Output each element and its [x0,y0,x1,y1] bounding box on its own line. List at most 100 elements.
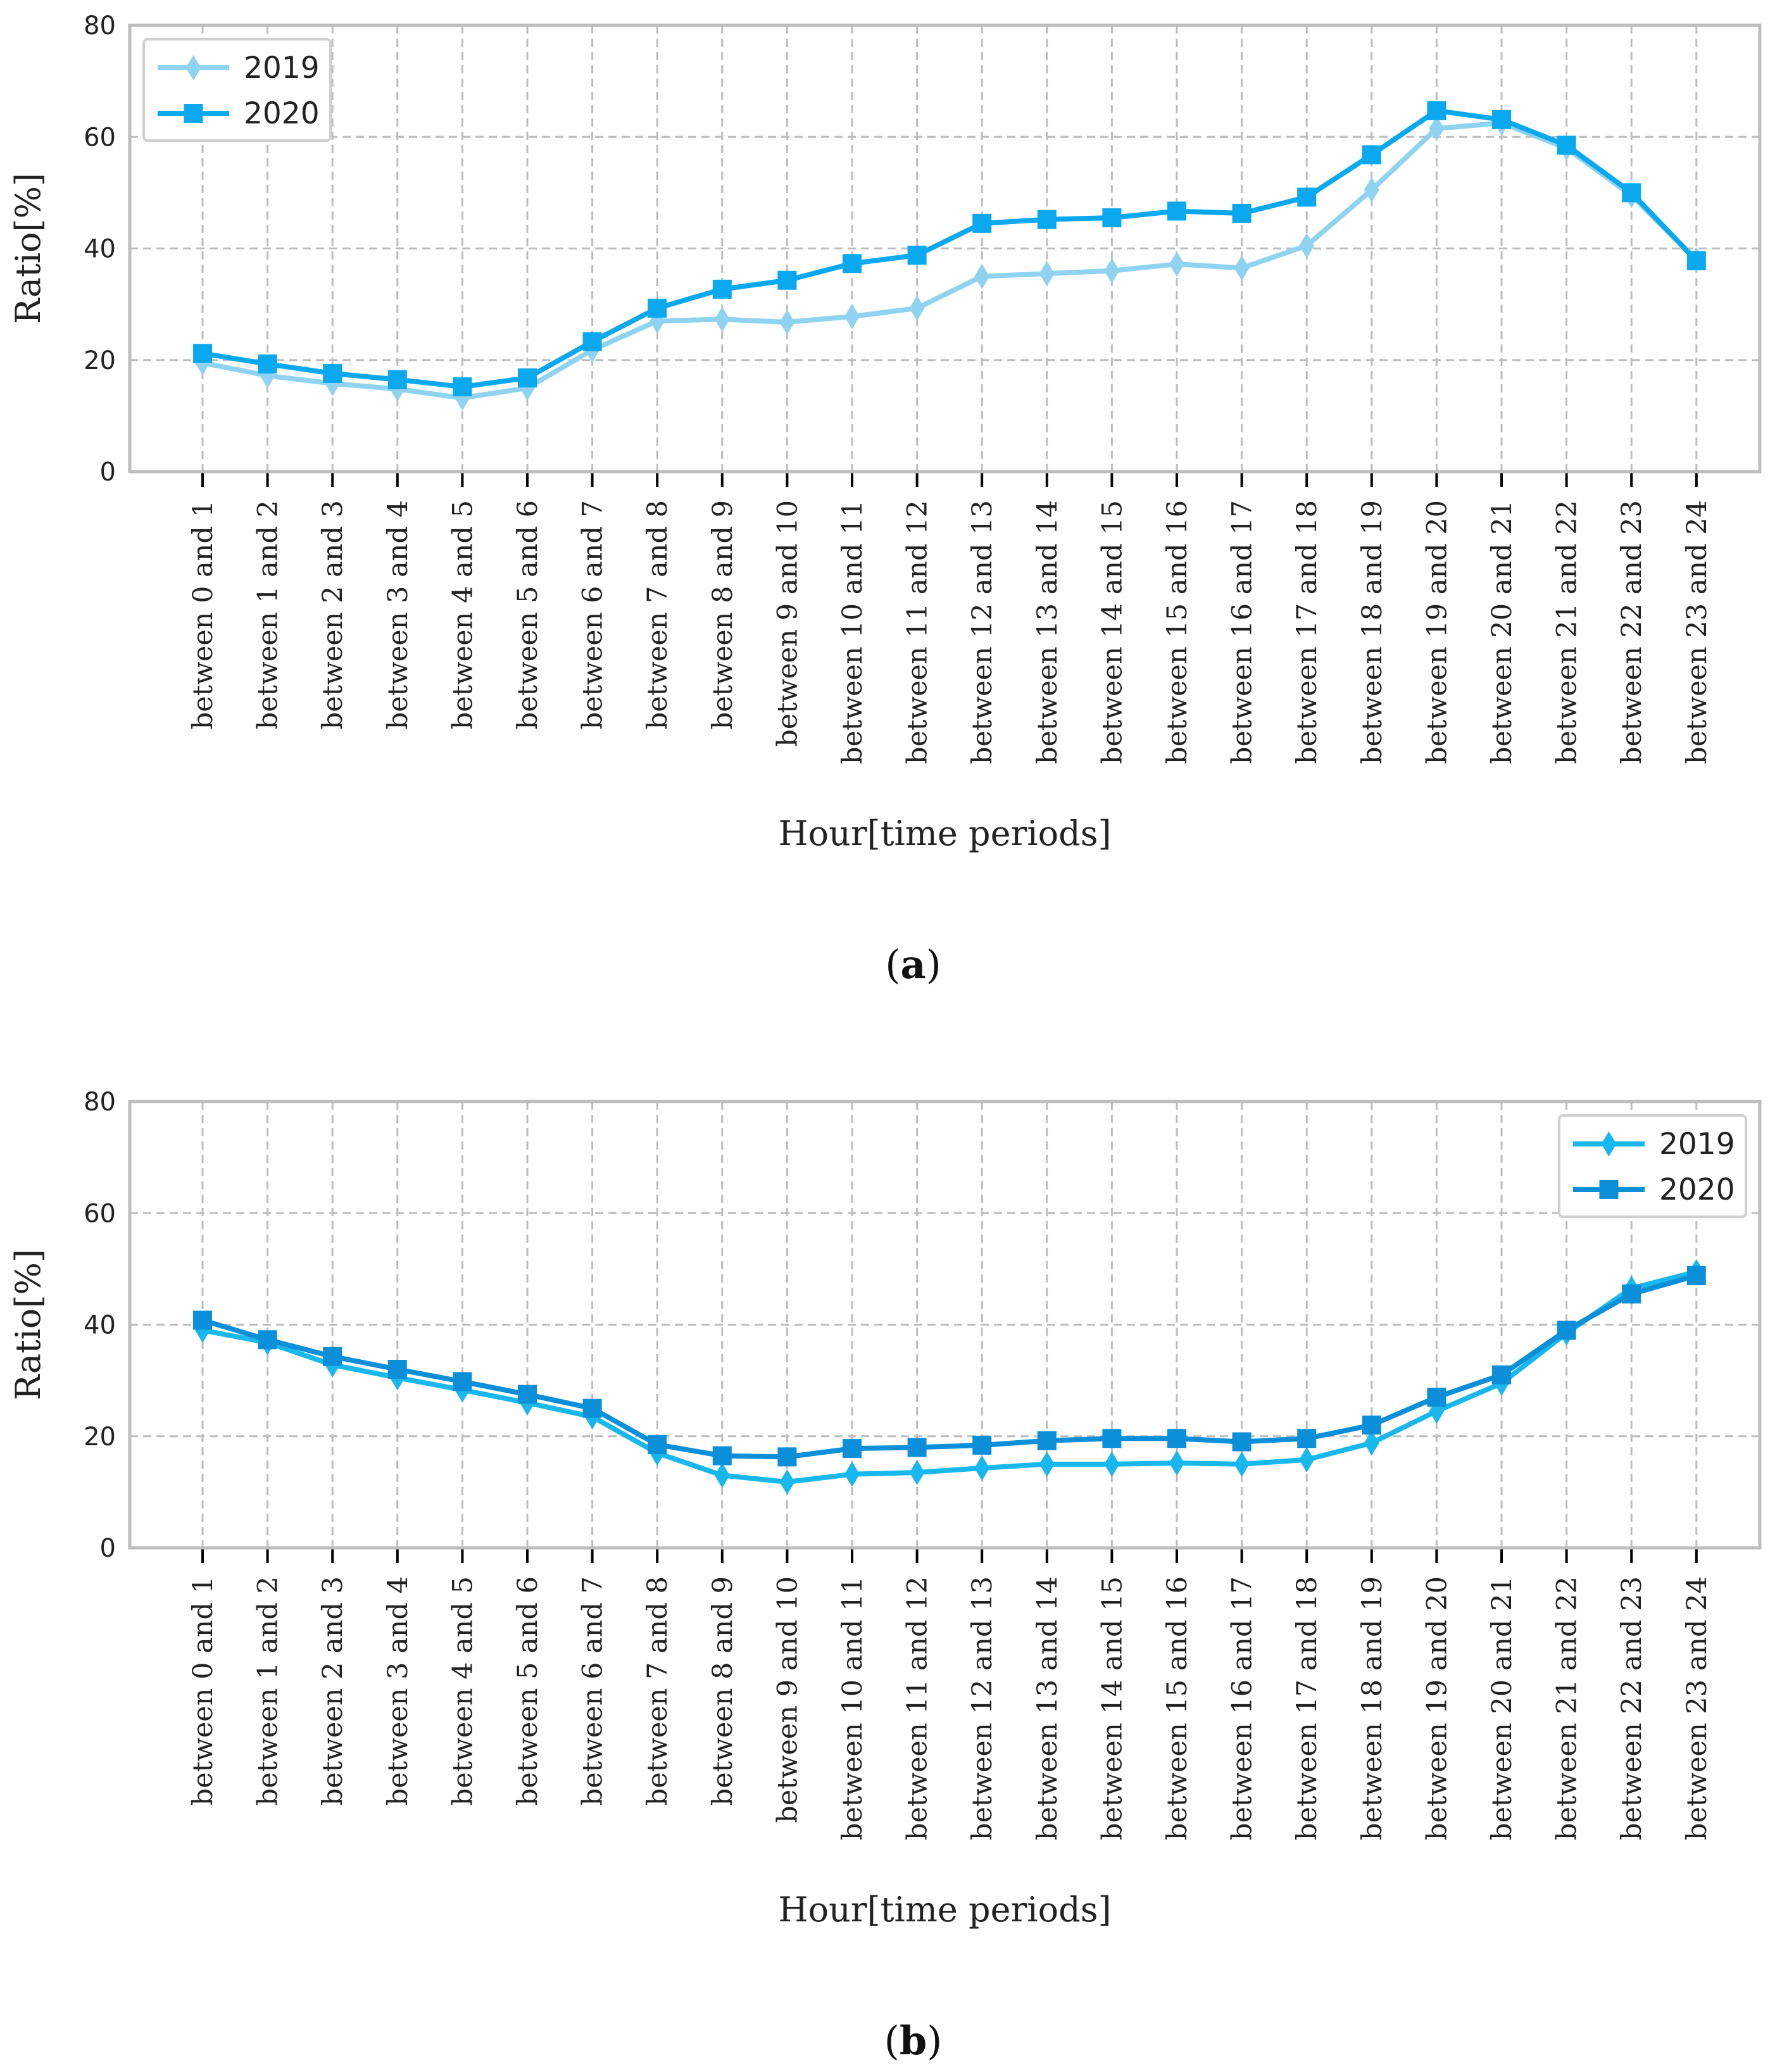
x-axis-label: Hour[time periods] [778,813,1111,853]
legend-label-2020: 2020 [244,96,320,131]
y-tick-label: 80 [84,11,116,41]
data-point-2020 [258,354,277,374]
data-point-2020 [1232,1432,1252,1452]
legend: 2019 2020 [1558,1114,1747,1218]
x-tick-label: between 22 and 23 [1616,1576,1648,1840]
x-tick-label: between 8 and 9 [707,1576,739,1805]
x-tick-label: between 11 and 12 [902,500,934,764]
legend-label-2019: 2019 [1659,1127,1735,1162]
data-point-2019 [1429,116,1445,142]
data-point-2020 [1297,1429,1317,1448]
x-tick-label: between 9 and 10 [772,1576,803,1823]
x-tick-label: between 2 and 3 [317,500,349,729]
x-tick-label: between 5 and 6 [512,500,544,729]
y-tick-label: 0 [100,1534,116,1563]
x-tick-label: between 8 and 9 [707,500,739,729]
y-tick-label: 0 [100,458,116,487]
data-point-2020 [582,332,602,351]
data-point-2019 [714,306,730,332]
data-point-2020 [1232,203,1252,223]
plot-frame [128,23,1762,474]
data-point-2020 [1557,1321,1576,1340]
x-tick-label: between 14 and 15 [1096,1576,1128,1840]
x-tick-label: between 19 and 20 [1421,1576,1453,1840]
data-point-2019 [1364,177,1379,203]
x-tick-label: between 23 and 24 [1681,500,1713,764]
data-point-2020 [1492,110,1511,129]
y-tick-label: 20 [84,346,116,375]
x-tick-label: between 4 and 5 [447,1576,479,1805]
chart-panel-b: 0 20 40 60 80 between 0 and 1 between 1 and 2 b… [8,1088,1762,2064]
data-point-2019 [1299,1447,1315,1472]
x-tick-label: between 10 and 11 [837,500,869,764]
data-point-2020 [1037,210,1057,229]
data-point-2019 [974,1455,990,1481]
series-line-2019 [202,120,1698,401]
panel-caption: (b) [884,2018,943,2064]
x-tick-label: between 14 and 15 [1096,500,1128,764]
x-tick-label: between 15 and 16 [1162,500,1193,764]
panel-caption: (a) [885,941,941,988]
data-point-2019 [1169,251,1184,277]
x-tick-label: between 23 and 24 [1681,1576,1713,1840]
x-tick-label: between 7 and 8 [642,500,674,729]
data-point-2020 [1102,208,1122,228]
data-point-2019 [1299,233,1315,259]
x-tick-label: between 6 and 7 [577,1576,609,1805]
data-point-2020 [777,1447,797,1467]
x-tick-label: between 1 and 2 [253,500,284,729]
data-point-2020 [1492,1365,1511,1384]
x-tick-label: between 4 and 5 [447,500,479,729]
data-point-2019 [1234,255,1250,281]
y-tick-label: 20 [84,1422,116,1452]
x-tick-label: between 16 and 17 [1227,500,1258,764]
data-point-2020 [972,1435,992,1455]
panel-paren-open: ( [885,941,900,988]
data-point-2020 [1686,1265,1706,1285]
data-point-2020 [323,1347,342,1366]
legend-marker-2020 [184,104,203,123]
x-tick-label: between 10 and 11 [837,1576,869,1840]
data-point-2020 [1622,1284,1641,1304]
data-point-2020 [1037,1431,1057,1450]
data-point-2019 [1039,261,1055,287]
data-point-2020 [518,1384,537,1404]
x-tick-label: between 1 and 2 [253,1576,284,1805]
data-point-2020 [387,1360,407,1379]
data-point-2019 [779,1469,795,1495]
data-point-2019 [1169,1450,1184,1476]
panel-letter: a [900,941,926,988]
x-tick-label: between 5 and 6 [512,1576,544,1805]
chart-panel-a: 0 20 40 60 80 between 0 and 1 between 1 and 2 b… [8,11,1762,988]
data-point-2020 [777,270,797,290]
x-tick-label: between 9 and 10 [772,500,803,747]
x-tick-label: between 18 and 19 [1357,500,1388,764]
data-point-2020 [972,213,992,233]
data-point-2019 [1234,1451,1250,1477]
series-line-2020 [201,1273,1697,1460]
data-point-2020 [1362,145,1381,165]
legend-label-2019: 2019 [244,51,320,85]
data-point-2020 [453,1372,472,1391]
y-tick-label: 60 [84,123,116,152]
x-tick-label: between 22 and 23 [1616,500,1648,764]
x-tick-label: between 6 and 7 [577,500,609,729]
data-point-2020 [1167,1429,1186,1448]
data-point-2020 [453,377,472,397]
x-tick-label: between 17 and 18 [1291,1576,1323,1840]
x-tick-label: between 12 and 13 [967,500,998,764]
data-point-2020 [1167,201,1186,221]
y-tick-label: 40 [84,235,116,264]
data-point-2020 [1622,183,1641,203]
data-point-2020 [1362,1416,1381,1435]
x-tick-label: between 21 and 22 [1552,500,1583,764]
x-tick-label: between 21 and 22 [1552,1576,1583,1840]
x-tick-label: between 13 and 14 [1032,500,1064,764]
data-point-2020 [712,279,732,299]
data-point-2020 [907,1438,927,1457]
data-point-2020 [907,246,927,265]
x-tick-label: between 15 and 16 [1162,1576,1193,1840]
legend-marker-2019 [185,55,201,80]
legend-label-2020: 2020 [1659,1172,1735,1207]
x-tick-label: between 20 and 21 [1486,1576,1518,1840]
